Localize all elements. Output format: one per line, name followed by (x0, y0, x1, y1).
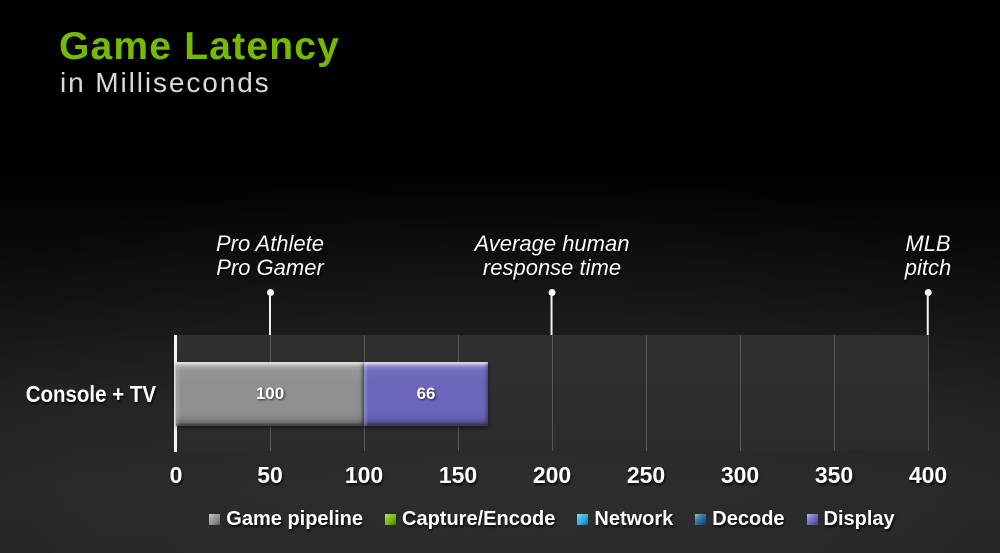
gridline-200 (551, 335, 553, 451)
annotation-pin-dot (548, 289, 556, 296)
annotation-text: pitch (904, 255, 952, 280)
bar-value-label: 100 (255, 384, 285, 403)
legend-marker-icon (695, 514, 707, 525)
category-label: Console + TV (25, 381, 157, 407)
annotation-mlb: MLB pitch (905, 232, 951, 335)
annotation-pin-dot (924, 289, 932, 296)
legend-item-decode: Decode (695, 508, 785, 531)
legend-label: Capture/Encode (402, 508, 556, 530)
chart-legend: Game pipeline Capture/Encode Network Decode… (176, 508, 928, 531)
x-tick-label-100: 100 (344, 462, 384, 488)
legend-item-game-pipeline: Game pipeline (209, 508, 363, 531)
bar-row: 100 66 (176, 362, 489, 426)
gridline-250 (645, 335, 647, 451)
page-subtitle: in Milliseconds (60, 67, 271, 98)
annotation-pin-line (269, 296, 271, 335)
gridline-400 (927, 335, 929, 451)
annotation-text: Pro Athlete (215, 231, 325, 256)
y-axis-line (174, 335, 177, 452)
legend-marker-icon (577, 514, 589, 525)
legend-item-network: Network (577, 508, 673, 531)
legend-label: Display (823, 508, 895, 530)
annotation-average-human: Average human response time (474, 231, 630, 335)
annotation-text: Pro Gamer (216, 255, 324, 280)
annotation-pin-line (551, 296, 553, 335)
gridline-300 (739, 335, 741, 451)
x-tick-label-150: 150 (438, 462, 478, 488)
legend-marker-icon (806, 514, 818, 525)
plot-area: 100 66 (174, 335, 929, 452)
x-tick-label-350: 350 (814, 462, 854, 488)
legend-label: Network (594, 508, 674, 530)
annotation-pin-line (926, 296, 929, 335)
annotation-text: Average human (474, 231, 630, 256)
legend-label: Decode (712, 508, 785, 530)
legend-item-display: Display (806, 508, 895, 531)
annotation-text: MLB (905, 231, 951, 256)
x-tick-label-400: 400 (908, 462, 948, 488)
x-tick-label-250: 250 (626, 462, 666, 488)
x-tick-label-300: 300 (720, 462, 760, 488)
legend-item-capture-encode: Capture/Encode (385, 508, 555, 531)
bar-segment-display: 66 (364, 362, 489, 426)
x-tick-label-50: 50 (257, 462, 283, 488)
gridline-350 (833, 335, 835, 451)
annotation-pin-dot (266, 289, 274, 296)
legend-marker-icon (385, 514, 397, 525)
annotation-text: response time (482, 255, 622, 280)
annotation-pro-athlete: Pro Athlete Pro Gamer (216, 232, 324, 335)
x-tick-label-0: 0 (169, 462, 183, 488)
bar-segment-game-pipeline: 100 (176, 362, 364, 426)
x-tick-label-200: 200 (532, 462, 572, 488)
legend-marker-icon (209, 514, 221, 525)
page-title: Game Latency (59, 25, 341, 68)
bar-value-label: 66 (416, 384, 436, 403)
legend-label: Game pipeline (226, 508, 364, 530)
